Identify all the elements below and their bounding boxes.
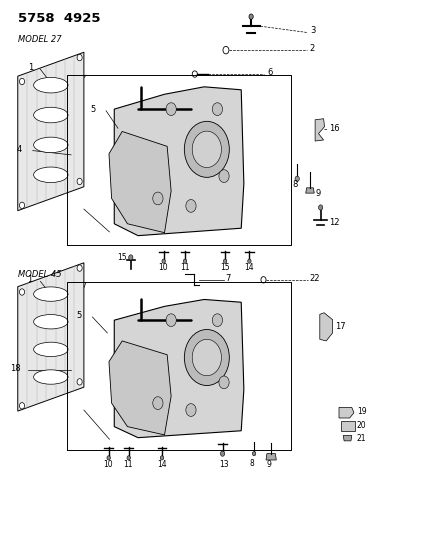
Text: 7: 7 — [226, 274, 231, 283]
Polygon shape — [109, 341, 171, 435]
Ellipse shape — [34, 167, 68, 183]
Circle shape — [219, 169, 229, 182]
Text: 5: 5 — [76, 311, 81, 320]
Polygon shape — [114, 87, 244, 236]
Polygon shape — [343, 435, 352, 441]
Text: 11: 11 — [124, 460, 133, 469]
Circle shape — [153, 397, 163, 409]
Text: 5758  4925: 5758 4925 — [18, 12, 100, 26]
Circle shape — [129, 255, 133, 260]
Circle shape — [19, 78, 24, 85]
Text: 10: 10 — [104, 460, 113, 469]
Ellipse shape — [34, 137, 68, 152]
Circle shape — [183, 259, 187, 263]
Polygon shape — [109, 132, 171, 233]
Text: 14: 14 — [244, 263, 254, 271]
Text: 22: 22 — [309, 273, 320, 282]
Text: 6: 6 — [267, 68, 272, 77]
Text: 16: 16 — [329, 124, 340, 133]
Text: 8: 8 — [292, 180, 298, 189]
Ellipse shape — [34, 370, 68, 384]
Circle shape — [186, 199, 196, 212]
Circle shape — [153, 192, 163, 205]
Text: 21: 21 — [357, 434, 366, 443]
Circle shape — [253, 451, 256, 456]
Circle shape — [192, 340, 221, 376]
Polygon shape — [341, 421, 355, 431]
Circle shape — [318, 205, 323, 210]
Circle shape — [186, 403, 196, 416]
Circle shape — [212, 314, 223, 327]
Text: MODEL 45: MODEL 45 — [18, 270, 61, 279]
Circle shape — [166, 314, 176, 327]
Polygon shape — [114, 300, 244, 438]
Circle shape — [19, 289, 24, 295]
Polygon shape — [266, 454, 276, 460]
Circle shape — [162, 259, 165, 263]
Text: 4: 4 — [17, 144, 22, 154]
Text: 2: 2 — [309, 44, 315, 53]
Polygon shape — [18, 263, 84, 411]
Polygon shape — [306, 188, 314, 193]
Polygon shape — [339, 407, 354, 418]
Text: 15: 15 — [220, 263, 229, 271]
Text: MODEL 27: MODEL 27 — [18, 35, 61, 44]
Circle shape — [248, 259, 251, 263]
Circle shape — [220, 451, 225, 456]
Circle shape — [127, 456, 131, 460]
Text: 1: 1 — [28, 63, 34, 71]
Circle shape — [249, 14, 253, 19]
Circle shape — [223, 259, 227, 263]
Text: 9: 9 — [315, 189, 321, 198]
Circle shape — [107, 456, 110, 460]
Circle shape — [184, 122, 229, 177]
Circle shape — [295, 176, 299, 181]
Text: 9: 9 — [267, 460, 272, 469]
Text: 17: 17 — [336, 321, 346, 330]
Ellipse shape — [34, 107, 68, 123]
Text: 20: 20 — [357, 422, 366, 431]
Text: 13: 13 — [219, 460, 229, 469]
Ellipse shape — [34, 287, 68, 301]
Circle shape — [184, 329, 229, 385]
Text: 11: 11 — [180, 263, 189, 271]
Circle shape — [160, 456, 163, 460]
Circle shape — [19, 402, 24, 409]
Polygon shape — [315, 119, 324, 141]
Circle shape — [77, 265, 82, 271]
Circle shape — [77, 54, 82, 61]
Text: 14: 14 — [157, 460, 166, 469]
Text: 1: 1 — [27, 274, 33, 284]
Text: 12: 12 — [329, 218, 340, 227]
Ellipse shape — [34, 77, 68, 93]
Circle shape — [77, 378, 82, 385]
Polygon shape — [320, 313, 333, 341]
Text: 18: 18 — [11, 364, 21, 373]
Ellipse shape — [34, 314, 68, 329]
Text: 8: 8 — [250, 459, 254, 467]
Ellipse shape — [34, 342, 68, 357]
Circle shape — [77, 178, 82, 184]
Text: 5: 5 — [90, 104, 95, 114]
Circle shape — [219, 376, 229, 389]
Text: 15: 15 — [117, 253, 126, 262]
Circle shape — [19, 202, 24, 208]
Polygon shape — [18, 52, 84, 211]
Circle shape — [212, 103, 223, 116]
Text: 19: 19 — [357, 407, 366, 416]
Circle shape — [166, 103, 176, 116]
Text: 3: 3 — [310, 27, 316, 36]
Text: 10: 10 — [158, 263, 168, 271]
Circle shape — [192, 131, 221, 167]
